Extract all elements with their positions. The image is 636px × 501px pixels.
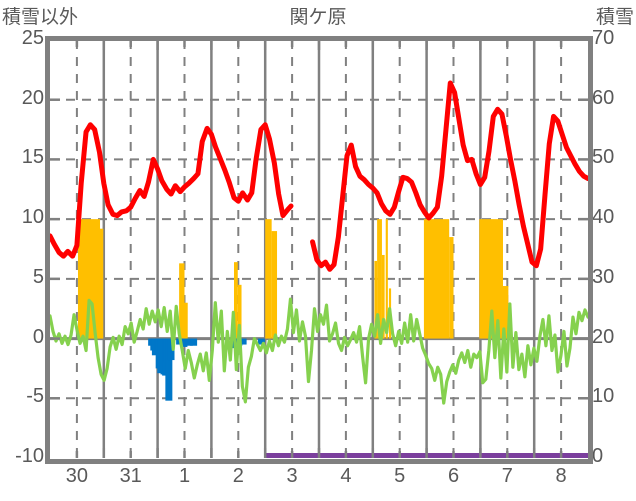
y-tick-right-70: 70 [592,27,615,49]
snow-bar-9 [377,219,382,339]
y-tick-right-60: 60 [592,86,615,109]
precip-bar-10 [165,338,173,401]
precip-bar-14 [185,338,193,346]
y-tick-left--5: -5 [26,385,44,408]
y-tick-left-0: 0 [32,325,44,348]
y-tick-left--10: -10 [15,445,44,467]
snow-bar-14 [449,237,454,339]
temperature-line-segment-1 [50,122,294,259]
x-tick-4: 4 [340,465,352,487]
x-tick-2: 2 [232,465,244,487]
y-tick-left-20: 20 [21,86,44,109]
y-tick-left-5: 5 [32,265,44,288]
snow-bar-11 [385,219,388,339]
snow-bar-3 [184,302,188,339]
x-tick-1: 1 [178,465,191,487]
left-axis-unit-label: 積雪以外 [2,7,79,28]
x-tick-7: 7 [501,465,513,487]
x-tick-6: 6 [447,465,460,487]
snow-bar-7 [271,231,278,339]
snow-bar-5 [237,284,242,339]
x-tick-31: 31 [119,465,142,487]
x-tick-3: 3 [286,465,298,487]
y-tick-right-10: 10 [592,385,615,408]
y-tick-left-10: 10 [21,206,44,229]
snow-bar-6 [265,219,272,339]
temperature-line-segment-2 [310,80,588,272]
plot-area [50,40,588,458]
x-tick-8: 8 [555,465,567,487]
precip-bar-11 [167,338,175,361]
wind-line [50,297,588,405]
snow-bar-1 [97,228,104,339]
chart-title: 関ケ原 [289,7,347,28]
snow-bar-16 [502,286,509,339]
y-tick-right-20: 20 [592,325,615,348]
y-tick-right-30: 30 [592,265,615,288]
snow-bar-0 [77,219,101,339]
y-tick-left-15: 15 [21,146,44,169]
snow-bar-2 [179,263,185,339]
precip-bar-18 [239,338,247,345]
x-tick-30: 30 [65,465,89,487]
snow-bar-4 [233,262,238,339]
plot-svg [50,40,588,458]
precip-bar-13 [180,338,188,347]
snow-bar-13 [423,219,450,339]
y-tick-right-0: 0 [592,445,604,467]
y-tick-left-25: 25 [21,27,44,49]
y-tick-right-40: 40 [592,206,615,229]
precip-bar-15 [190,338,198,346]
snow-bar-8 [374,260,378,339]
x-tick-5: 5 [394,465,406,487]
precip-bar-19 [257,338,265,345]
snow-bar-10 [381,254,385,339]
y-tick-right-50: 50 [592,146,615,169]
right-axis-unit-label: 積雪 [595,7,634,28]
snow-bar-15 [479,219,503,339]
